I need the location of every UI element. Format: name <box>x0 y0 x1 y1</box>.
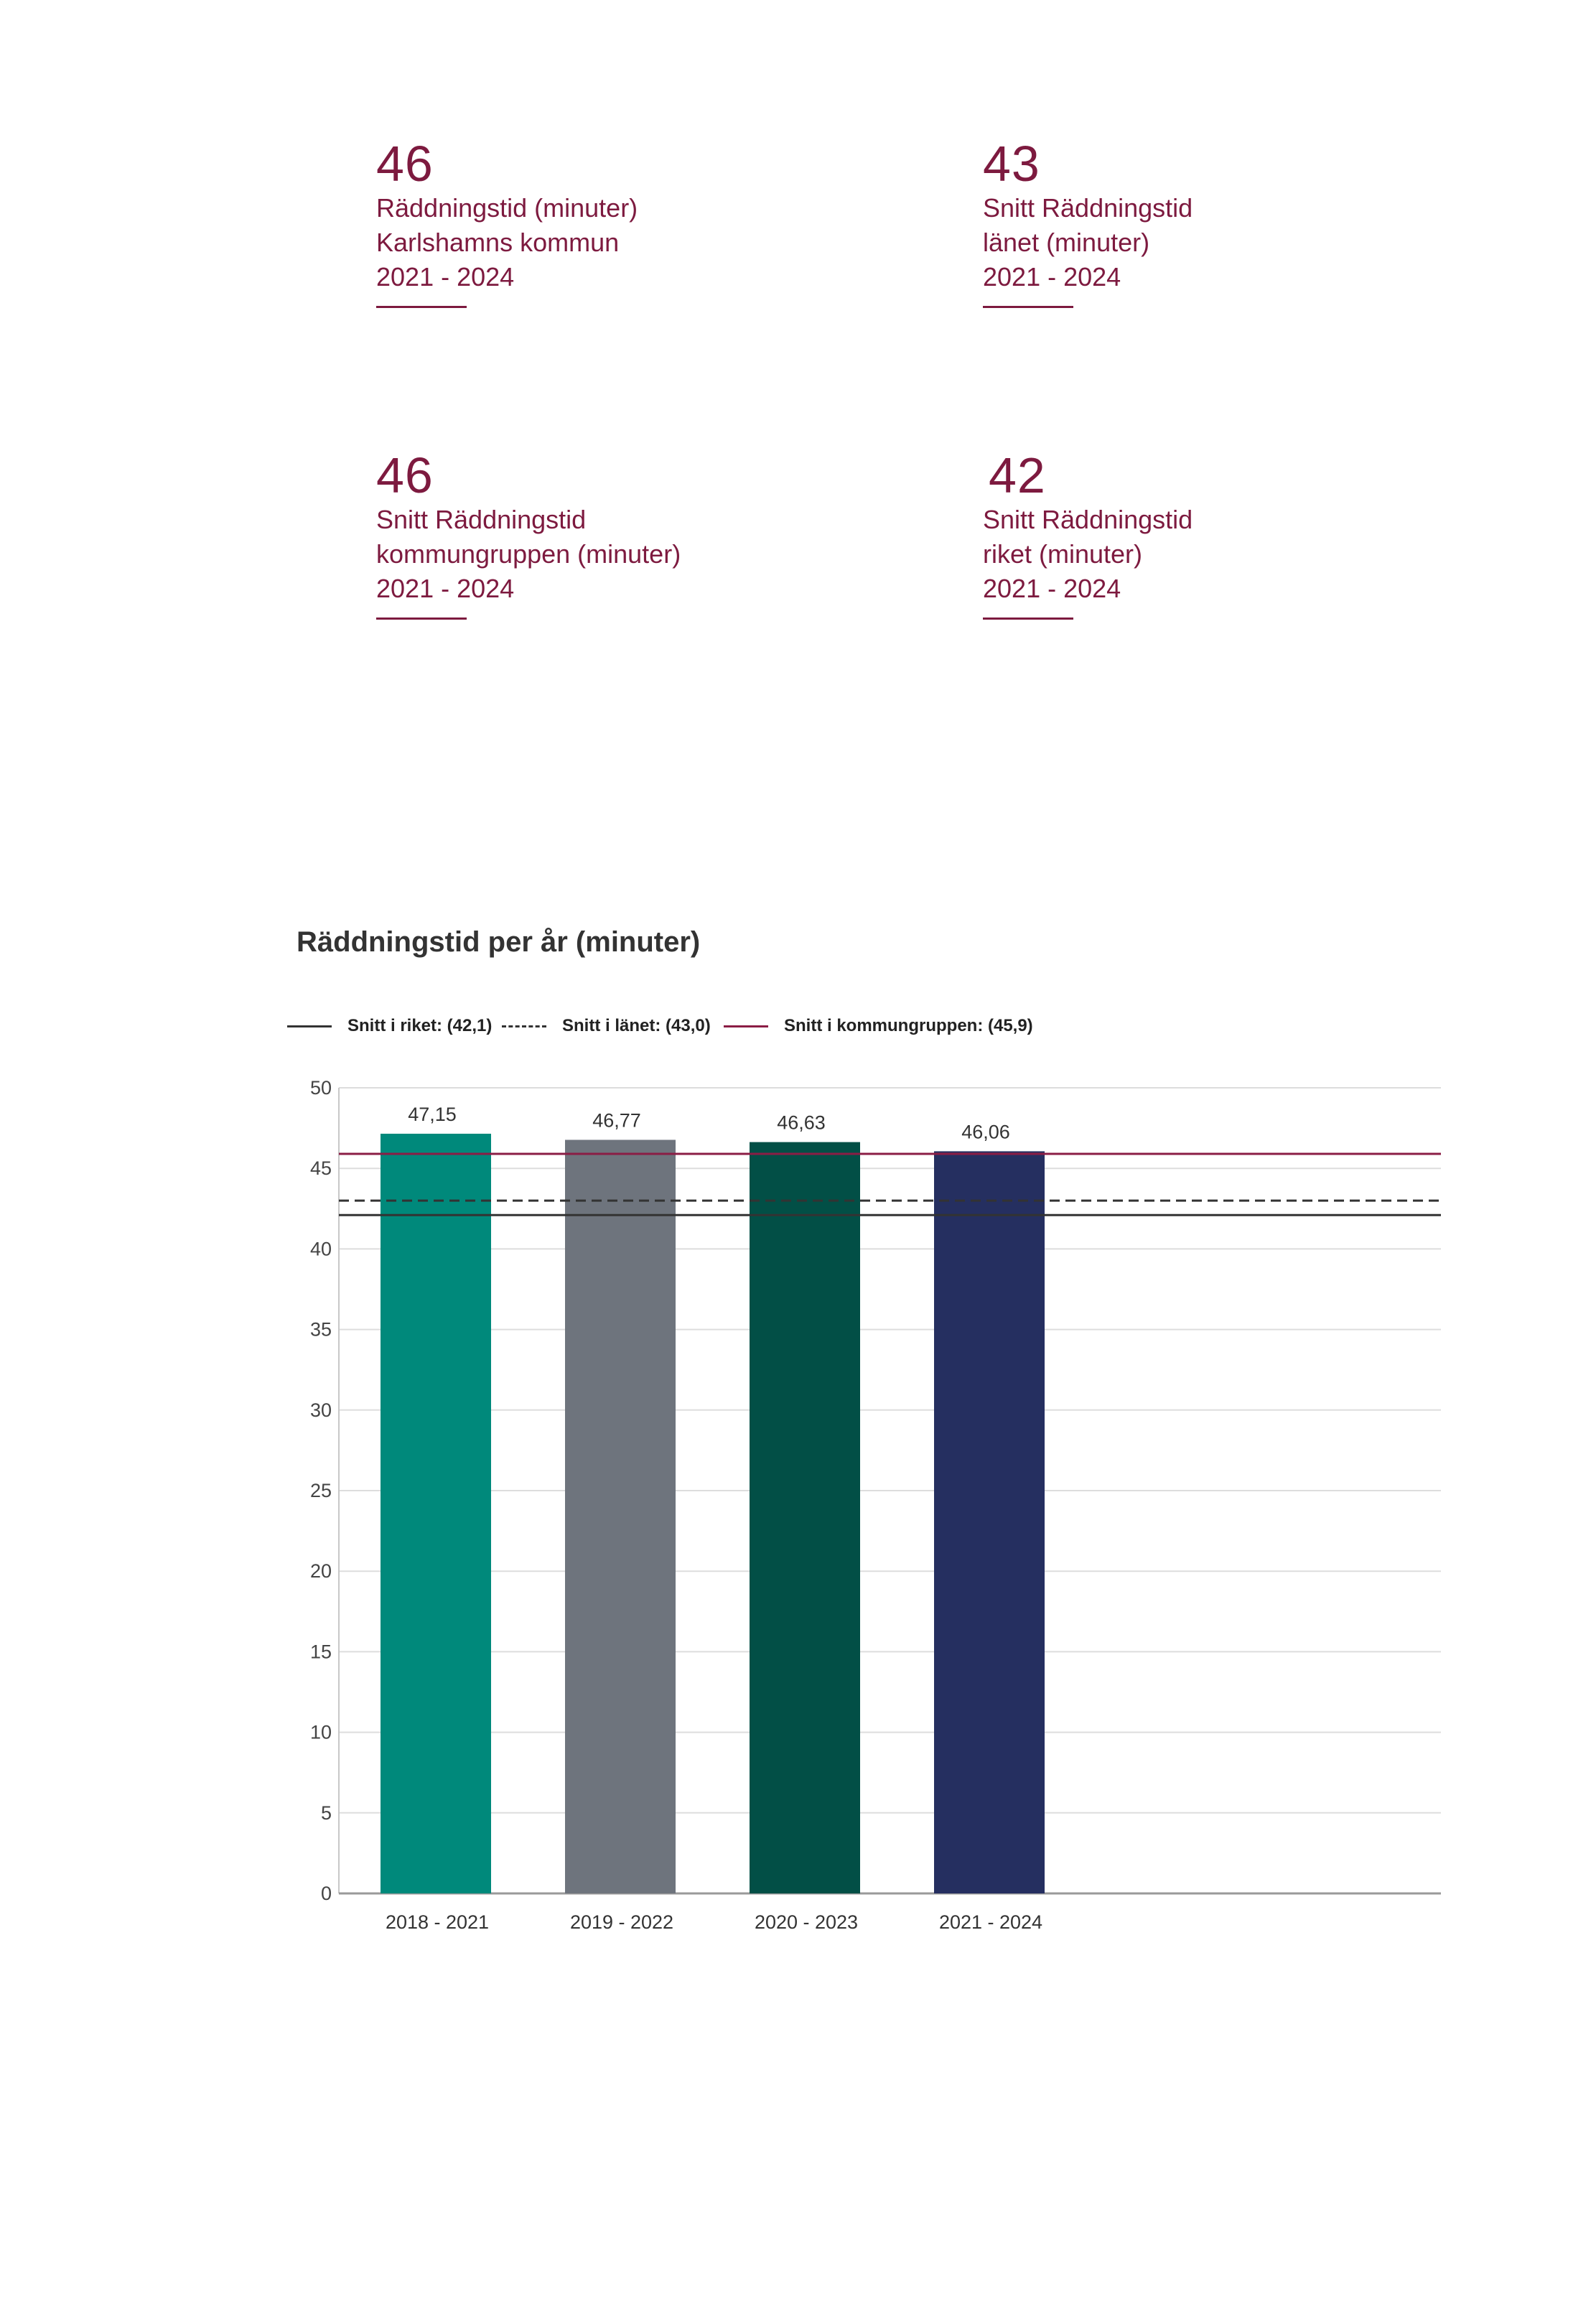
y-tick-label: 45 <box>310 1157 332 1179</box>
stat-label-line: Räddningstid (minuter) <box>376 193 638 223</box>
stat-value: 42 <box>989 447 1046 503</box>
stat-underline <box>376 306 467 308</box>
bar-value-label: 46,77 <box>592 1109 641 1131</box>
stat-label-line: 2021 - 2024 <box>376 262 515 292</box>
y-tick-label: 15 <box>310 1641 332 1662</box>
y-tick-label: 30 <box>310 1399 332 1421</box>
legend-label: Snitt i kommungruppen: (45,9) <box>784 1016 1033 1035</box>
y-tick-label: 10 <box>310 1722 332 1743</box>
x-tick-label: 2020 - 2023 <box>755 1911 858 1933</box>
x-tick-label: 2019 - 2022 <box>570 1911 673 1933</box>
stat-underline <box>983 306 1073 308</box>
stat-label-line: kommungruppen (minuter) <box>376 539 681 569</box>
stat-underline <box>376 617 467 620</box>
stat-label-line: Snitt Räddningstid <box>376 505 587 534</box>
legend-swatch-accent <box>724 1025 768 1027</box>
y-tick-label: 50 <box>310 1077 332 1099</box>
bar <box>750 1142 860 1893</box>
stat-label-line: 2021 - 2024 <box>983 574 1121 603</box>
y-tick-label: 35 <box>310 1319 332 1341</box>
y-tick-label: 40 <box>310 1238 332 1259</box>
stat-value: 46 <box>376 136 434 192</box>
stat-underline <box>983 617 1073 620</box>
bar <box>934 1151 1045 1893</box>
stat-label-line: länet (minuter) <box>983 228 1150 257</box>
bar <box>381 1133 491 1893</box>
stat-label-line: 2021 - 2024 <box>983 262 1121 292</box>
stat-kommungruppen: 46 Snitt Räddningstid kommungruppen (min… <box>376 448 681 620</box>
y-tick-label: 20 <box>310 1560 332 1582</box>
y-tick-label: 0 <box>321 1883 332 1904</box>
stat-label-line: Snitt Räddningstid <box>983 505 1193 534</box>
chart-legend: Snitt i riket: (42,1) Snitt i länet: (43… <box>0 1012 1596 1040</box>
legend-label: Snitt i länet: (43,0) <box>562 1016 711 1035</box>
legend-item-kommungruppen: Snitt i kommungruppen: (45,9) <box>724 1012 1033 1040</box>
x-tick-label: 2018 - 2021 <box>386 1911 489 1933</box>
stat-karlshamn: 46 Räddningstid (minuter) Karlshamns kom… <box>376 136 638 308</box>
stat-value: 46 <box>376 447 434 503</box>
stat-label-line: riket (minuter) <box>983 539 1143 569</box>
stat-label-line: 2021 - 2024 <box>376 574 515 603</box>
chart-title: Räddningstid per år (minuter) <box>297 926 701 958</box>
legend-swatch-dashed <box>502 1025 546 1027</box>
bar <box>565 1139 676 1893</box>
stat-value: 43 <box>983 136 1040 192</box>
bar-value-label: 47,15 <box>408 1104 457 1125</box>
bar-value-label: 46,63 <box>777 1112 826 1134</box>
stat-lanet: 43 Snitt Räddningstid länet (minuter) 20… <box>983 136 1193 308</box>
bar-value-label: 46,06 <box>961 1121 1010 1142</box>
legend-swatch-solid <box>287 1025 332 1027</box>
stat-label-line: Karlshamns kommun <box>376 228 620 257</box>
x-tick-label: 2021 - 2024 <box>939 1911 1042 1933</box>
y-tick-label: 25 <box>310 1480 332 1501</box>
y-tick-label: 5 <box>321 1802 332 1824</box>
legend-item-riket: Snitt i riket: (42,1) <box>287 1012 492 1040</box>
stat-riket: 42 Snitt Räddningstid riket (minuter) 20… <box>983 448 1193 620</box>
legend-label: Snitt i riket: (42,1) <box>347 1016 493 1035</box>
stat-label-line: Snitt Räddningstid <box>983 193 1193 223</box>
legend-item-lanet: Snitt i länet: (43,0) <box>502 1012 711 1040</box>
